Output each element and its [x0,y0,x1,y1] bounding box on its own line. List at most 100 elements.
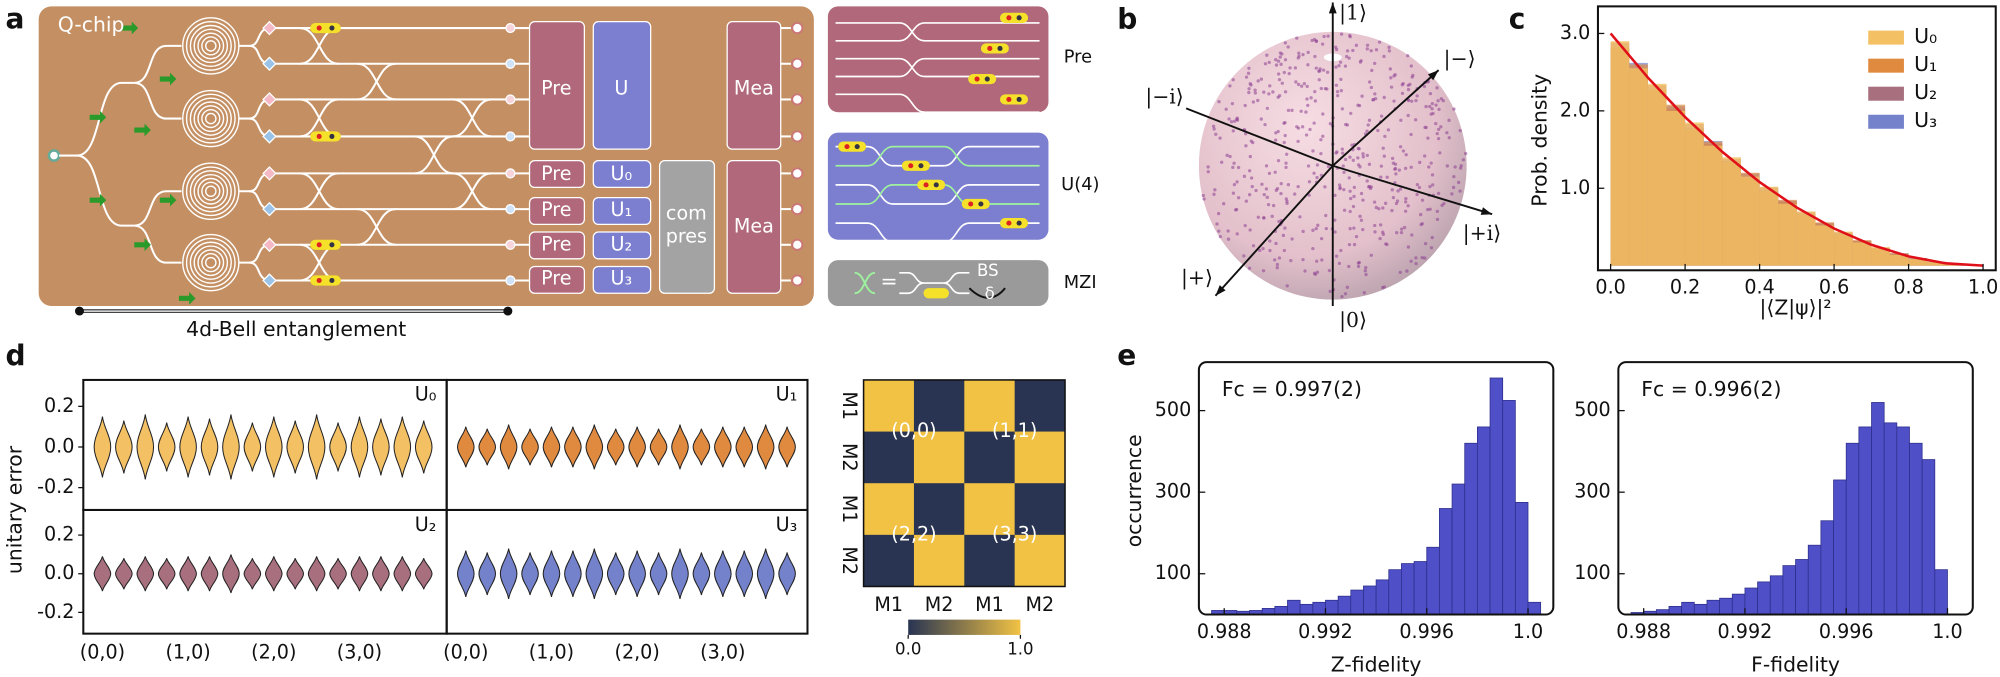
bell-end [503,306,513,316]
x-tick-label: M1 [874,593,903,616]
heater-dot [974,76,980,82]
state-dot [1274,138,1278,142]
heat-cell [863,379,915,432]
hist-bar [1464,442,1478,615]
violin [243,422,262,472]
violin [414,420,433,474]
state-dot [1369,49,1373,53]
heater-dot [316,277,322,284]
annotation: Fc = 0.997(2) [1222,377,1362,401]
heater-dot [908,163,914,169]
state-dot [1307,193,1311,197]
state-dot [1347,56,1351,60]
state-dot [1309,96,1313,100]
violin [286,558,305,590]
box-label: U₁ [611,198,633,221]
state-dot [1414,98,1418,103]
state-dot [1359,191,1364,196]
spiral [189,24,232,67]
state-dot [1409,64,1413,68]
heater [1000,12,1029,23]
heater [923,288,950,299]
x-axis-label: F-fidelity [1751,653,1840,677]
module-box [592,231,652,260]
y-tick-label: 500 [1574,398,1610,421]
violin [157,422,176,472]
arrow [134,123,151,137]
state-dot [1347,264,1351,269]
state-dot [1374,48,1379,52]
mzi-waveguide [899,272,970,295]
state-dot [1242,174,1247,178]
hist-bar [1337,595,1352,615]
state-dot [1385,175,1389,179]
state-dot [1418,160,1422,165]
x-tick-label: 0.992 [1298,620,1353,643]
state-dot [1270,214,1274,218]
heater-dot [997,45,1003,51]
waveguide [452,98,492,138]
axis-head [1328,2,1337,14]
x-tick-label: M1 [975,593,1004,616]
state-dot [1246,71,1251,75]
violin [692,552,711,596]
violin [671,424,689,470]
state-dot [1282,70,1286,75]
hist-bar [1312,601,1326,615]
state-dot [1453,165,1457,169]
state-dot [1339,32,1344,36]
state-dot [1328,289,1332,294]
state-dot [1277,219,1281,224]
output-port [791,274,804,287]
spiral [205,256,217,269]
state-dot [1279,62,1283,66]
violin [264,556,283,592]
waveguide [452,172,492,211]
state-dot [1265,106,1270,111]
state-dot [1395,231,1399,235]
panel-label: e [1117,339,1136,372]
hist-bar [1871,247,1890,266]
inset-label: δ [985,284,995,303]
state-dot [1365,153,1369,158]
state-dot [1382,285,1387,289]
x-axis-label: |⟨Z|ψ⟩|² [1760,296,1832,321]
box-label: U [614,77,628,100]
state-dot [1248,228,1252,232]
violin [350,416,369,478]
hist-bar [1668,605,1683,615]
state-dot [1404,200,1408,204]
state-dot [1429,161,1433,165]
violin [628,426,646,468]
state-dot [1274,58,1278,62]
state-dot [1284,165,1288,170]
spiral [197,249,225,277]
state-dot [1398,187,1403,191]
state-dot [1284,197,1288,201]
state-dot [1256,98,1260,103]
violin [778,426,796,468]
state-dot [1423,154,1427,158]
state-dot [1387,45,1391,50]
y-axis-label: unitary error [3,445,27,574]
state-dot [1323,185,1327,189]
state-dot [1311,149,1315,153]
state-dot [1436,99,1440,103]
state-dot [1413,118,1418,122]
state-dot [1369,85,1374,90]
heater-dot [329,25,335,31]
state-dot [1333,193,1337,198]
state-dot [1452,175,1456,179]
state-dot [1276,72,1281,76]
state-dot [1315,259,1319,263]
state-dot [1274,63,1279,67]
violin [735,426,754,468]
violin [157,558,176,590]
hist-bar [1815,225,1835,266]
state-dot [1347,242,1352,247]
axis [1214,165,1334,297]
state-dot [1342,170,1346,175]
state-dot [1406,204,1410,208]
state-dot [1268,248,1272,253]
port [505,203,516,215]
